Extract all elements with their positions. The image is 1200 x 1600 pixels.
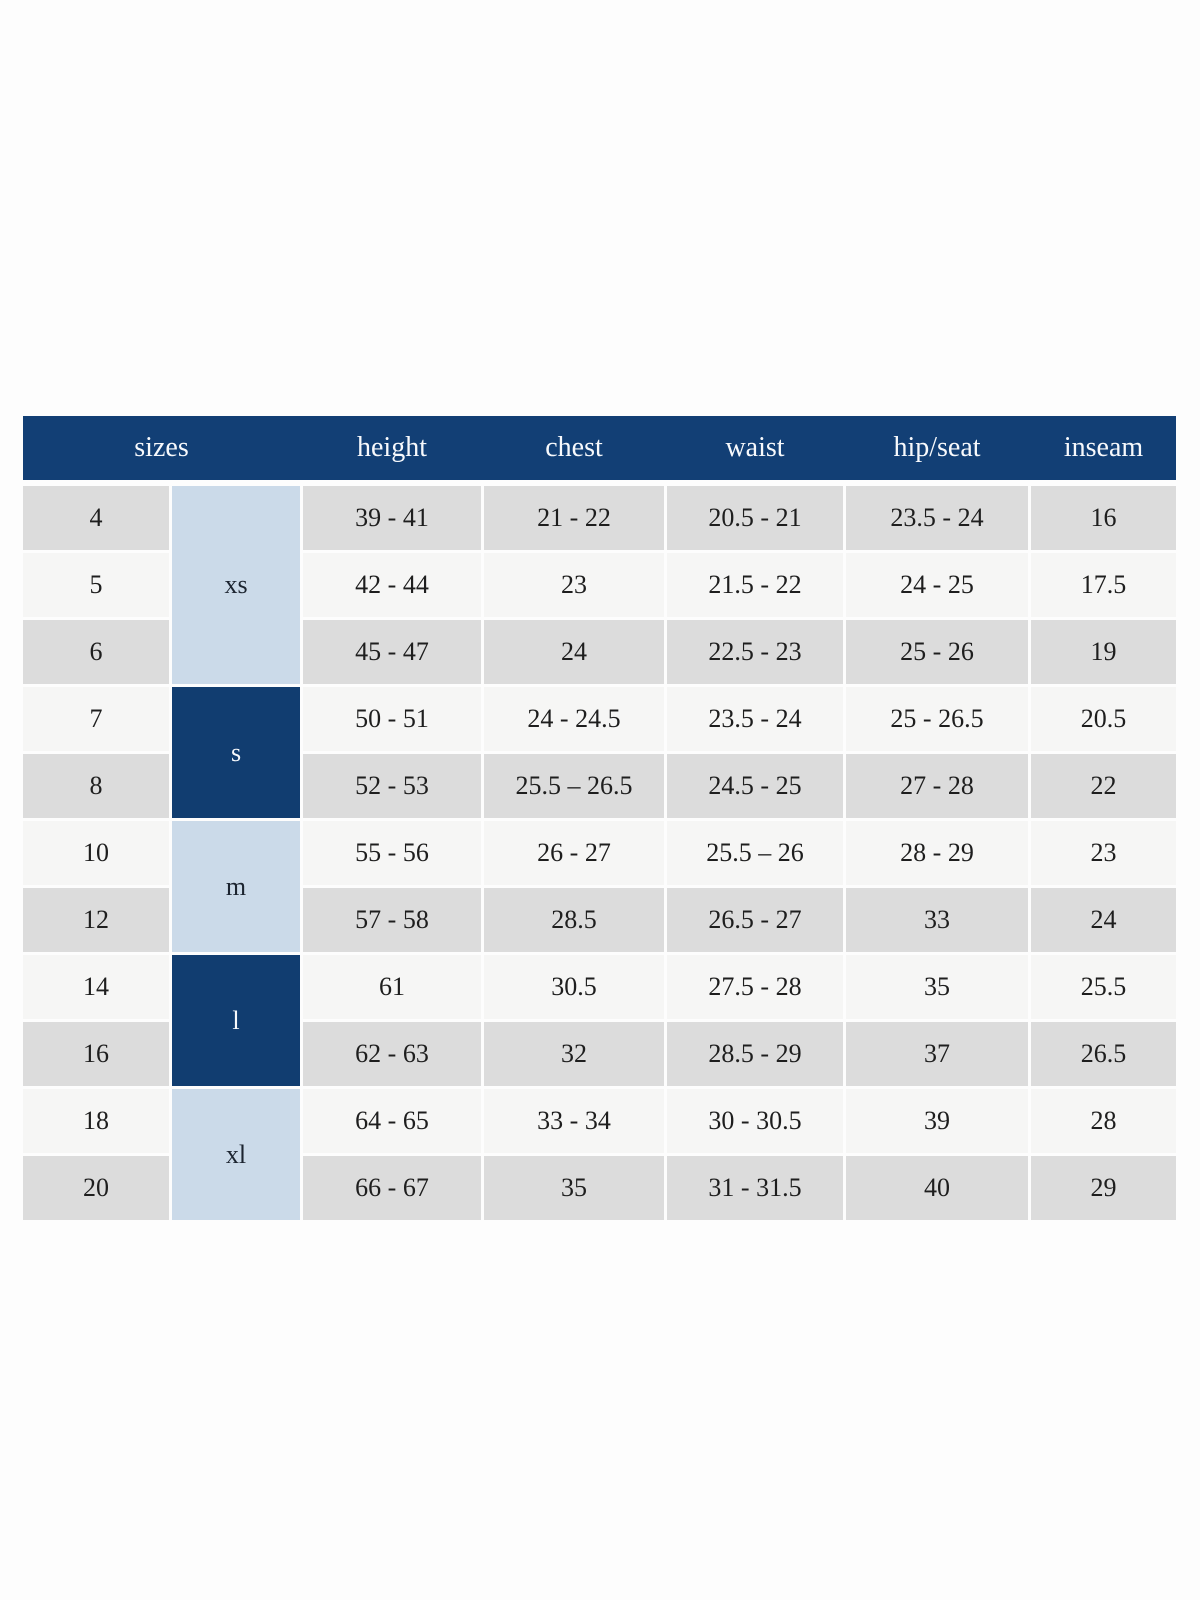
waist-cell: 22.5 - 23	[667, 620, 843, 684]
chest-cell: 30.5	[484, 955, 664, 1019]
group-cell-s: s	[172, 687, 300, 818]
header-height: height	[357, 432, 427, 463]
chest-cell: 24 - 24.5	[484, 687, 664, 751]
size-cell: 14	[23, 955, 169, 1019]
hip-seat-cell: 40	[846, 1156, 1028, 1220]
waist-cell: 31 - 31.5	[667, 1156, 843, 1220]
height-cell: 62 - 63	[303, 1022, 481, 1086]
inseam-cell: 19	[1031, 620, 1176, 684]
inseam-cell: 22	[1031, 754, 1176, 818]
inseam-cell: 29	[1031, 1156, 1176, 1220]
size-cell: 6	[23, 620, 169, 684]
chest-cell: 26 - 27	[484, 821, 664, 885]
table-body: 4 39 - 41 21 - 22 20.5 - 21 23.5 - 24 16 5 42 -…	[23, 486, 1176, 1220]
hip-seat-cell: 28 - 29	[846, 821, 1028, 885]
height-cell: 45 - 47	[303, 620, 481, 684]
height-cell: 55 - 56	[303, 821, 481, 885]
height-cell: 57 - 58	[303, 888, 481, 952]
hip-seat-cell: 33	[846, 888, 1028, 952]
hip-seat-cell: 35	[846, 955, 1028, 1019]
group-cell-m: m	[172, 821, 300, 952]
group-cell-l: l	[172, 955, 300, 1086]
inseam-cell: 23	[1031, 821, 1176, 885]
group-cell-xs: xs	[172, 486, 300, 684]
height-cell: 50 - 51	[303, 687, 481, 751]
inseam-cell: 16	[1031, 486, 1176, 550]
waist-cell: 25.5 – 26	[667, 821, 843, 885]
chest-cell: 32	[484, 1022, 664, 1086]
chest-cell: 23	[484, 553, 664, 617]
hip-seat-cell: 23.5 - 24	[846, 486, 1028, 550]
height-cell: 42 - 44	[303, 553, 481, 617]
chest-cell: 21 - 22	[484, 486, 664, 550]
inseam-cell: 26.5	[1031, 1022, 1176, 1086]
size-cell: 7	[23, 687, 169, 751]
chest-cell: 25.5 – 26.5	[484, 754, 664, 818]
hip-seat-cell: 39	[846, 1089, 1028, 1153]
waist-cell: 28.5 - 29	[667, 1022, 843, 1086]
chest-cell: 35	[484, 1156, 664, 1220]
size-cell: 16	[23, 1022, 169, 1086]
inseam-cell: 24	[1031, 888, 1176, 952]
group-cell-xl: xl	[172, 1089, 300, 1220]
header-chest: chest	[545, 432, 603, 463]
waist-cell: 21.5 - 22	[667, 553, 843, 617]
size-cell: 18	[23, 1089, 169, 1153]
inseam-cell: 20.5	[1031, 687, 1176, 751]
hip-seat-cell: 25 - 26.5	[846, 687, 1028, 751]
header-hip-seat: hip/seat	[893, 432, 981, 463]
height-cell: 61	[303, 955, 481, 1019]
table-header-row: sizes height chest waist hip/seat inseam	[23, 416, 1176, 480]
inseam-cell: 17.5	[1031, 553, 1176, 617]
waist-cell: 20.5 - 21	[667, 486, 843, 550]
inseam-cell: 25.5	[1031, 955, 1176, 1019]
size-cell: 12	[23, 888, 169, 952]
chest-cell: 28.5	[484, 888, 664, 952]
waist-cell: 23.5 - 24	[667, 687, 843, 751]
header-waist: waist	[725, 432, 785, 463]
waist-cell: 26.5 - 27	[667, 888, 843, 952]
chest-cell: 33 - 34	[484, 1089, 664, 1153]
header-inseam: inseam	[1063, 432, 1144, 463]
size-cell: 20	[23, 1156, 169, 1220]
size-chart-table: sizes height chest waist hip/seat inseam…	[23, 416, 1176, 1220]
size-cell: 10	[23, 821, 169, 885]
hip-seat-cell: 27 - 28	[846, 754, 1028, 818]
waist-cell: 24.5 - 25	[667, 754, 843, 818]
hip-seat-cell: 24 - 25	[846, 553, 1028, 617]
hip-seat-cell: 25 - 26	[846, 620, 1028, 684]
hip-seat-cell: 37	[846, 1022, 1028, 1086]
height-cell: 52 - 53	[303, 754, 481, 818]
size-cell: 4	[23, 486, 169, 550]
height-cell: 39 - 41	[303, 486, 481, 550]
waist-cell: 30 - 30.5	[667, 1089, 843, 1153]
size-cell: 8	[23, 754, 169, 818]
chest-cell: 24	[484, 620, 664, 684]
height-cell: 66 - 67	[303, 1156, 481, 1220]
size-cell: 5	[23, 553, 169, 617]
waist-cell: 27.5 - 28	[667, 955, 843, 1019]
inseam-cell: 28	[1031, 1089, 1176, 1153]
header-sizes: sizes	[134, 432, 189, 463]
height-cell: 64 - 65	[303, 1089, 481, 1153]
